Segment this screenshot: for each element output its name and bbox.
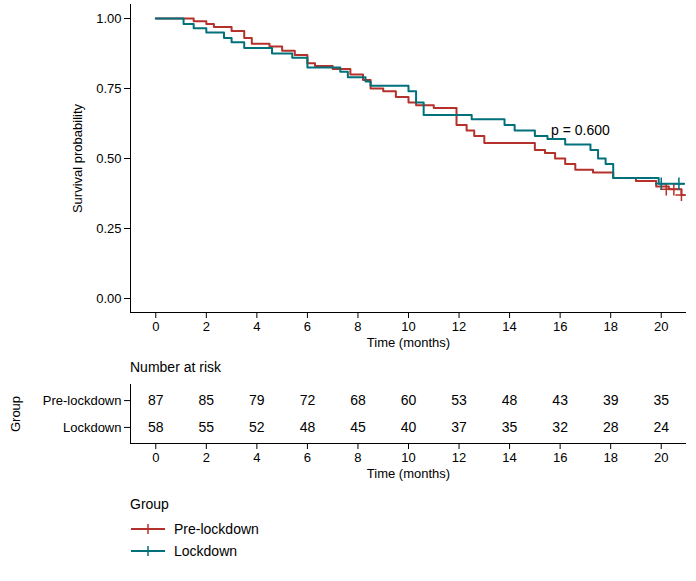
svg-text:28: 28 bbox=[603, 419, 619, 435]
svg-text:48: 48 bbox=[300, 419, 316, 435]
svg-text:48: 48 bbox=[502, 392, 518, 408]
svg-text:18: 18 bbox=[603, 450, 617, 465]
svg-text:53: 53 bbox=[451, 392, 467, 408]
html-text:Group: Group bbox=[130, 496, 169, 512]
svg-text:10: 10 bbox=[401, 450, 415, 465]
svg-text:24: 24 bbox=[653, 419, 669, 435]
svg-text:Pre-lockdown: Pre-lockdown bbox=[43, 393, 122, 408]
svg-text:12: 12 bbox=[452, 319, 466, 334]
svg-text:4: 4 bbox=[253, 450, 260, 465]
svg-text:10: 10 bbox=[401, 319, 415, 334]
svg-text:55: 55 bbox=[199, 419, 215, 435]
svg-text:Lockdown: Lockdown bbox=[63, 420, 122, 435]
svg-text:16: 16 bbox=[553, 450, 567, 465]
svg-text:Time (months): Time (months) bbox=[367, 466, 450, 481]
svg-text:18: 18 bbox=[603, 319, 617, 334]
svg-text:8: 8 bbox=[354, 450, 361, 465]
svg-text:0: 0 bbox=[152, 450, 159, 465]
svg-text:40: 40 bbox=[401, 419, 417, 435]
svg-text:0.75: 0.75 bbox=[96, 81, 121, 96]
svg-text:35: 35 bbox=[653, 392, 669, 408]
svg-text:52: 52 bbox=[249, 419, 265, 435]
svg-text:16: 16 bbox=[553, 319, 567, 334]
html-text:Lockdown: Lockdown bbox=[174, 543, 237, 559]
svg-text:Group: Group bbox=[8, 396, 23, 432]
svg-text:14: 14 bbox=[502, 319, 516, 334]
svg-text:85: 85 bbox=[199, 392, 215, 408]
svg-text:2: 2 bbox=[203, 450, 210, 465]
svg-text:Survival probability: Survival probability bbox=[70, 103, 85, 213]
svg-text:20: 20 bbox=[654, 319, 668, 334]
svg-text:60: 60 bbox=[401, 392, 417, 408]
svg-text:6: 6 bbox=[304, 319, 311, 334]
svg-text:58: 58 bbox=[148, 419, 164, 435]
svg-text:6: 6 bbox=[304, 450, 311, 465]
svg-text:87: 87 bbox=[148, 392, 164, 408]
svg-text:37: 37 bbox=[451, 419, 467, 435]
svg-text:0.50: 0.50 bbox=[96, 151, 121, 166]
svg-text:14: 14 bbox=[502, 450, 516, 465]
svg-text:2: 2 bbox=[203, 319, 210, 334]
svg-text:12: 12 bbox=[452, 450, 466, 465]
svg-text:0.00: 0.00 bbox=[96, 291, 121, 306]
html-text:Pre-lockdown: Pre-lockdown bbox=[174, 521, 259, 537]
svg-text:1.00: 1.00 bbox=[96, 11, 121, 26]
svg-text:8: 8 bbox=[354, 319, 361, 334]
svg-text:32: 32 bbox=[552, 419, 568, 435]
svg-text:45: 45 bbox=[350, 419, 366, 435]
svg-text:4: 4 bbox=[253, 319, 260, 334]
svg-text:Time (months): Time (months) bbox=[367, 335, 450, 350]
svg-text:0.25: 0.25 bbox=[96, 221, 121, 236]
svg-text:35: 35 bbox=[502, 419, 518, 435]
svg-text:72: 72 bbox=[300, 392, 316, 408]
svg-text:p = 0.600: p = 0.600 bbox=[551, 122, 610, 138]
html-text:Number at risk: Number at risk bbox=[130, 359, 221, 375]
svg-text:0: 0 bbox=[152, 319, 159, 334]
svg-text:20: 20 bbox=[654, 450, 668, 465]
svg-text:79: 79 bbox=[249, 392, 265, 408]
svg-text:68: 68 bbox=[350, 392, 366, 408]
svg-text:43: 43 bbox=[552, 392, 568, 408]
svg-text:39: 39 bbox=[603, 392, 619, 408]
